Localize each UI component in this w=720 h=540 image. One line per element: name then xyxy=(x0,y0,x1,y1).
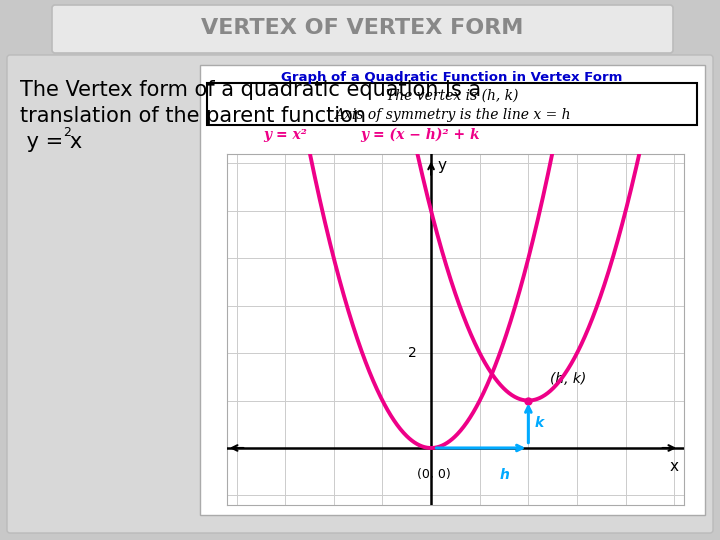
Text: y = (x − h)² + k: y = (x − h)² + k xyxy=(360,128,480,142)
Text: Axis of symmetry is the line x = h: Axis of symmetry is the line x = h xyxy=(334,108,570,122)
Text: y: y xyxy=(437,158,446,173)
Text: x: x xyxy=(670,458,679,474)
Text: (0, 0): (0, 0) xyxy=(417,468,451,481)
Text: h: h xyxy=(499,468,509,482)
Bar xyxy=(207,83,697,125)
Text: k: k xyxy=(535,416,544,430)
Text: VERTEX OF VERTEX FORM: VERTEX OF VERTEX FORM xyxy=(201,18,523,38)
Text: The Vertex form of a quadratic equation is a: The Vertex form of a quadratic equation … xyxy=(20,80,481,100)
Text: y = x: y = x xyxy=(20,132,82,152)
Text: (h, k): (h, k) xyxy=(550,372,587,386)
FancyBboxPatch shape xyxy=(52,5,673,53)
Text: 2: 2 xyxy=(408,346,416,360)
Text: translation of the parent function: translation of the parent function xyxy=(20,106,366,126)
Bar xyxy=(200,65,705,515)
Text: y = x²: y = x² xyxy=(263,128,307,142)
Text: 2: 2 xyxy=(63,126,71,139)
FancyBboxPatch shape xyxy=(7,55,713,533)
Text: Graph of a Quadratic Function in Vertex Form: Graph of a Quadratic Function in Vertex … xyxy=(282,71,623,84)
Text: The vertex is (h, k): The vertex is (h, k) xyxy=(386,89,518,103)
